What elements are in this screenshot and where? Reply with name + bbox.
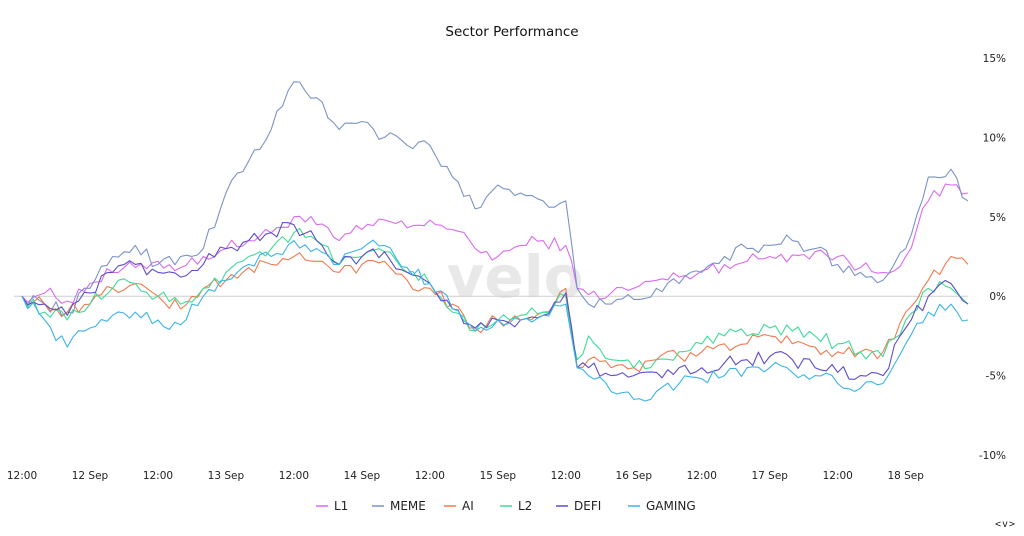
legend-label: AI <box>462 499 474 513</box>
y-tick-label: 0% <box>989 291 1006 303</box>
series-line-meme[interactable] <box>21 81 969 317</box>
x-tick-label: 18 Sep <box>887 470 924 482</box>
x-tick-label: 12:00 <box>279 470 309 482</box>
x-tick-label: 12 Sep <box>72 470 109 482</box>
x-tick-label: 12:00 <box>415 470 445 482</box>
y-tick-label: 15% <box>983 53 1006 65</box>
watermark: velo <box>447 243 584 311</box>
legend-item-l1[interactable]: L1 <box>316 499 348 513</box>
legend-label: GAMING <box>646 499 696 513</box>
x-tick-label: 14 Sep <box>344 470 381 482</box>
legend-label: DEFI <box>574 499 601 513</box>
legend-item-gaming[interactable]: GAMING <box>628 499 696 513</box>
y-tick-label: 10% <box>983 132 1006 144</box>
x-tick-label: 12:00 <box>687 470 717 482</box>
series-line-gaming[interactable] <box>21 239 969 402</box>
legend-label: MEME <box>390 499 426 513</box>
y-axis: 15% 10% 5% 0% -5% -10% <box>979 53 1006 462</box>
chart-title: Sector Performance <box>445 24 578 40</box>
series-line-l1[interactable] <box>21 183 969 304</box>
legend-item-l2[interactable]: L2 <box>500 499 532 513</box>
legend-label: L2 <box>518 499 532 513</box>
legend: L1 MEME AI L2 DEFI GAMING <box>316 499 696 513</box>
y-tick-label: -10% <box>979 450 1006 462</box>
x-axis: 12:00 12 Sep 12:00 13 Sep 12:00 14 Sep 12:00 15… <box>7 470 924 482</box>
x-tick-label: 17 Sep <box>751 470 788 482</box>
series-line-defi[interactable] <box>21 221 969 380</box>
series-line-ai[interactable] <box>21 252 969 373</box>
x-tick-label: 12:00 <box>7 470 37 482</box>
series-lines <box>21 81 969 402</box>
x-tick-label: 12:00 <box>823 470 853 482</box>
x-tick-label: 12:00 <box>551 470 581 482</box>
y-tick-label: 5% <box>989 212 1006 224</box>
y-tick-label: -5% <box>986 371 1006 383</box>
x-tick-label: 15 Sep <box>480 470 517 482</box>
series-line-l2[interactable] <box>21 227 969 370</box>
legend-label: L1 <box>334 499 348 513</box>
legend-item-meme[interactable]: MEME <box>372 499 426 513</box>
chart-nav-arrows[interactable]: <v> <box>994 519 1016 530</box>
x-tick-label: 16 Sep <box>616 470 653 482</box>
x-tick-label: 13 Sep <box>208 470 245 482</box>
x-tick-label: 12:00 <box>143 470 173 482</box>
legend-item-ai[interactable]: AI <box>444 499 474 513</box>
legend-item-defi[interactable]: DEFI <box>556 499 601 513</box>
